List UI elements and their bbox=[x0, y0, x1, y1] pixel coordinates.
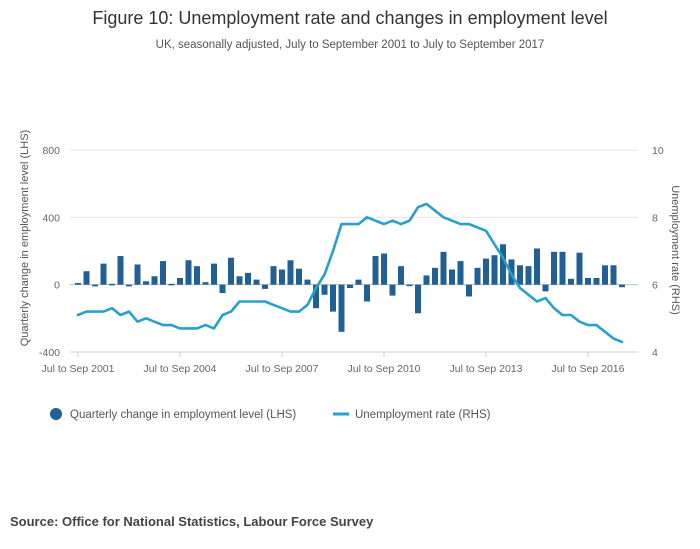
bar[interactable] bbox=[440, 251, 447, 285]
x-tick-label: Jul to Sep 2013 bbox=[450, 363, 523, 375]
y-tick-right-label: 8 bbox=[652, 212, 658, 224]
line-series bbox=[76, 202, 624, 344]
bar[interactable] bbox=[585, 277, 591, 285]
bar[interactable] bbox=[262, 284, 268, 289]
bar[interactable] bbox=[287, 260, 294, 285]
bar[interactable] bbox=[134, 264, 141, 285]
bar[interactable] bbox=[551, 251, 557, 285]
bar[interactable] bbox=[143, 281, 149, 285]
bar[interactable] bbox=[415, 284, 421, 314]
bar[interactable] bbox=[466, 284, 472, 297]
bar[interactable] bbox=[491, 255, 498, 285]
bar[interactable] bbox=[347, 284, 353, 289]
unemployment-rate-line[interactable] bbox=[76, 202, 624, 344]
bar[interactable] bbox=[568, 278, 574, 285]
source-note: Source: Office for National Statistics, … bbox=[10, 514, 374, 529]
bar[interactable] bbox=[500, 244, 506, 285]
y-tick-left-label: 400 bbox=[42, 212, 60, 224]
legend: Quarterly change in employment level (LH… bbox=[50, 408, 491, 421]
bar[interactable] bbox=[236, 276, 243, 285]
legend-bar-label[interactable]: Quarterly change in employment level (LH… bbox=[70, 409, 296, 421]
bar[interactable] bbox=[270, 266, 277, 285]
bar[interactable] bbox=[449, 269, 455, 285]
bar[interactable] bbox=[432, 267, 438, 285]
x-tick-label: Jul to Sep 2016 bbox=[552, 363, 625, 375]
bar[interactable] bbox=[177, 277, 183, 285]
bar[interactable] bbox=[474, 267, 481, 285]
y-tick-right-label: 4 bbox=[652, 347, 658, 359]
chart-subtitle: UK, seasonally adjusted, July to Septemb… bbox=[156, 39, 545, 51]
x-tick-label: Jul to Sep 2004 bbox=[144, 363, 217, 375]
bar[interactable] bbox=[253, 279, 260, 285]
bar[interactable] bbox=[398, 266, 404, 285]
bar[interactable] bbox=[338, 284, 345, 332]
bar[interactable] bbox=[117, 256, 124, 285]
bar[interactable] bbox=[576, 252, 583, 285]
bar[interactable] bbox=[168, 283, 175, 286]
bar[interactable] bbox=[602, 265, 608, 285]
chart-title: Figure 10: Unemployment rate and changes… bbox=[92, 8, 607, 28]
bar[interactable] bbox=[619, 284, 625, 288]
bar[interactable] bbox=[279, 269, 285, 285]
y-tick-left-label: -400 bbox=[39, 347, 60, 359]
legend-bar-marker bbox=[50, 408, 62, 420]
bar[interactable] bbox=[100, 263, 107, 285]
axes: -400 0 400 800 4 6 8 10 Jul to Sep 2001 Jul to Se… bbox=[39, 145, 664, 375]
bar[interactable] bbox=[313, 284, 319, 309]
bar[interactable] bbox=[160, 261, 166, 285]
bar-series bbox=[75, 244, 625, 332]
bar[interactable] bbox=[610, 265, 617, 285]
bar[interactable] bbox=[483, 258, 489, 285]
bar[interactable] bbox=[202, 282, 209, 285]
bar[interactable] bbox=[75, 282, 81, 285]
bar[interactable] bbox=[109, 283, 115, 286]
y-axis-left-label: Quarterly change in employment level (LH… bbox=[19, 130, 31, 346]
bar[interactable] bbox=[321, 284, 328, 295]
bar[interactable] bbox=[151, 276, 158, 285]
bar[interactable] bbox=[525, 266, 532, 285]
bar[interactable] bbox=[185, 260, 192, 285]
bar[interactable] bbox=[542, 284, 549, 292]
bar[interactable] bbox=[534, 248, 540, 285]
x-tick-label: Jul to Sep 2001 bbox=[42, 363, 115, 375]
y-tick-left-label: 800 bbox=[42, 145, 60, 157]
y-axis-right-label: Unemployment rate (RHS) bbox=[669, 185, 681, 315]
bar[interactable] bbox=[389, 284, 396, 296]
bar[interactable] bbox=[559, 251, 566, 285]
bar[interactable] bbox=[219, 284, 226, 294]
x-tick-label: Jul to Sep 2007 bbox=[246, 363, 319, 375]
bar[interactable] bbox=[228, 257, 234, 285]
bar[interactable] bbox=[372, 256, 379, 285]
legend-line-label[interactable]: Unemployment rate (RHS) bbox=[355, 409, 491, 421]
bar[interactable] bbox=[83, 271, 90, 285]
bar[interactable] bbox=[517, 265, 523, 285]
bar[interactable] bbox=[423, 275, 430, 285]
bar[interactable] bbox=[245, 272, 251, 285]
bar[interactable] bbox=[296, 268, 302, 285]
bar[interactable] bbox=[364, 284, 370, 302]
bar[interactable] bbox=[381, 253, 387, 285]
bar[interactable] bbox=[194, 266, 200, 285]
bar[interactable] bbox=[211, 263, 217, 285]
y-tick-right-label: 6 bbox=[652, 280, 658, 292]
bar[interactable] bbox=[92, 284, 98, 287]
y-tick-left-label: 0 bbox=[54, 280, 60, 292]
bar[interactable] bbox=[457, 261, 464, 285]
bar[interactable] bbox=[304, 279, 311, 285]
x-tick-label: Jul to Sep 2010 bbox=[348, 363, 421, 375]
bar[interactable] bbox=[330, 284, 336, 312]
y-tick-right-label: 10 bbox=[652, 145, 664, 157]
bar[interactable] bbox=[406, 284, 413, 287]
bar[interactable] bbox=[355, 279, 362, 285]
bar[interactable] bbox=[126, 284, 132, 287]
bar[interactable] bbox=[593, 277, 600, 285]
